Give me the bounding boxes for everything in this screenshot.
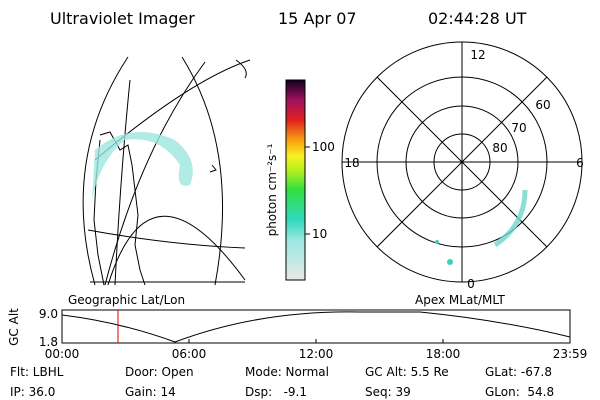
footer-field: Mode: Normal xyxy=(245,365,329,379)
alt-strip xyxy=(61,309,571,344)
mlt-label: 6 xyxy=(576,156,584,170)
time: 02:44:28 UT xyxy=(428,9,527,28)
footer-field: GC Alt: 5.5 Re xyxy=(365,365,449,379)
strip-x-label: 23:59 xyxy=(553,347,588,361)
footer-field: IP: 36.0 xyxy=(10,385,55,399)
panel-label: Geographic Lat/Lon xyxy=(68,293,185,307)
colorbar xyxy=(285,79,306,281)
footer-field: Door: Open xyxy=(125,365,194,379)
strip-x-label: 12:00 xyxy=(299,347,334,361)
strip-axis-label: GC Alt xyxy=(7,308,21,346)
colorbar-label: photon cm⁻²s⁻¹ xyxy=(265,143,279,236)
strip-y-label: 9.0 xyxy=(39,307,58,321)
colorbar-tick-label: 10 xyxy=(312,227,327,241)
strip-x-label: 06:00 xyxy=(172,347,207,361)
lat-label: 80 xyxy=(492,141,507,155)
lat-label: 70 xyxy=(511,121,526,135)
mlt-label: 12 xyxy=(470,48,485,62)
lat-label: 60 xyxy=(535,98,550,112)
footer-field: Flt: LBHL xyxy=(10,365,64,379)
polar-plot xyxy=(341,41,583,283)
footer-field: GLat: -67.8 xyxy=(485,365,552,379)
strip-x-label: 00:00 xyxy=(45,347,80,361)
mlt-label: 18 xyxy=(344,156,359,170)
date: 15 Apr 07 xyxy=(278,9,357,28)
colorbar-tick-label: 100 xyxy=(312,140,335,154)
footer-field: GLon: 54.8 xyxy=(485,385,554,399)
strip-y-label: 1.8 xyxy=(39,335,58,349)
geo-map xyxy=(82,56,251,286)
footer-field: Seq: 39 xyxy=(365,385,411,399)
footer-field: Dsp: -9.1 xyxy=(245,385,307,399)
footer-field: Gain: 14 xyxy=(125,385,176,399)
alt-curve xyxy=(61,311,571,343)
panel-label: Apex MLat/MLT xyxy=(415,293,505,307)
strip-x-label: 18:00 xyxy=(426,347,461,361)
title: Ultraviolet Imager xyxy=(50,9,195,28)
mlt-label: 0 xyxy=(467,277,475,291)
